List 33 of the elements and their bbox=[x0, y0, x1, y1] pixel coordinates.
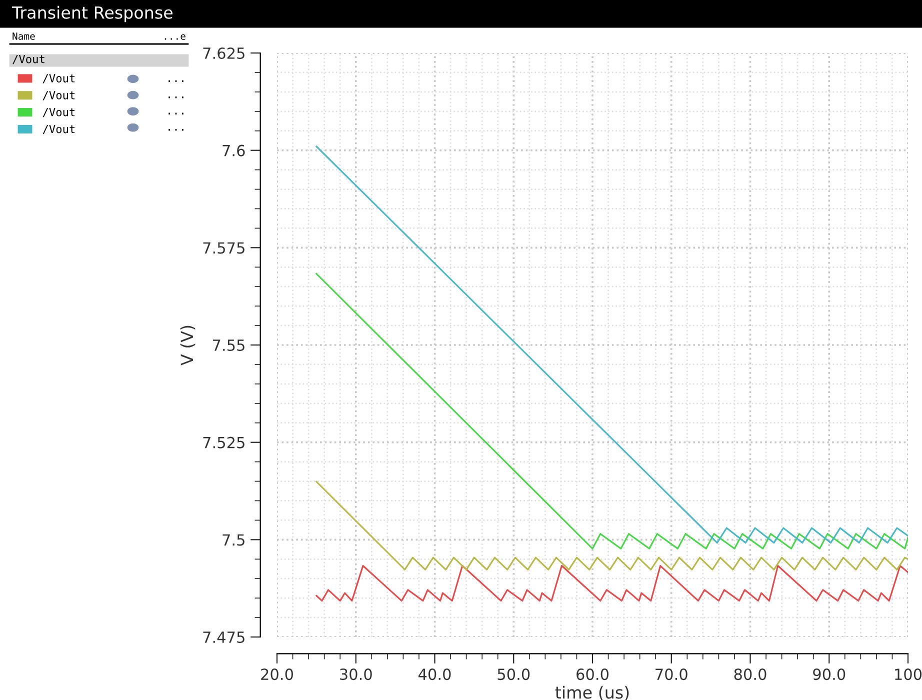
text: ... bbox=[168, 80, 184, 82]
line-series bbox=[316, 146, 908, 544]
text: ... bbox=[168, 128, 184, 131]
y-tick-label: 7.6 bbox=[222, 144, 245, 156]
x-tick-label: 50.0 bbox=[498, 668, 530, 680]
x-tick-label: 90.0 bbox=[813, 668, 846, 680]
text: ...e bbox=[164, 34, 186, 40]
y-tick-label: 7.525 bbox=[203, 436, 244, 448]
y-tick-label: 7.575 bbox=[203, 242, 244, 254]
y-tick-label: 7.625 bbox=[203, 47, 244, 60]
x-tick-label: 30.0 bbox=[340, 668, 372, 680]
line-series bbox=[316, 564, 908, 602]
text: Name bbox=[12, 32, 35, 40]
line-series bbox=[316, 272, 908, 550]
y-tick-label: 7.475 bbox=[203, 632, 244, 644]
y-tick-label: 7.5 bbox=[222, 534, 244, 546]
x-tick-label: 70.0 bbox=[656, 668, 688, 680]
legend-label: /Vout bbox=[42, 91, 75, 100]
y-axis-title: V (V) bbox=[180, 326, 196, 366]
y-tick-label: 7.55 bbox=[212, 340, 244, 352]
x-tick-label: 80.0 bbox=[734, 668, 766, 680]
legend-label: /Vout bbox=[42, 74, 75, 84]
x-tick-label: 40.0 bbox=[418, 668, 451, 680]
x-tick-label: 60.0 bbox=[576, 668, 608, 680]
line-series bbox=[316, 480, 908, 570]
text: Transient Response bbox=[12, 6, 172, 22]
legend-label: /Vout bbox=[42, 108, 75, 118]
x-tick-label: 20.0 bbox=[261, 668, 293, 680]
x-tick-label: 100 bbox=[895, 668, 922, 680]
legend-label: /Vout bbox=[42, 124, 75, 134]
text: /Vout bbox=[12, 54, 44, 64]
text: ... bbox=[168, 112, 184, 114]
text: ... bbox=[168, 96, 184, 98]
